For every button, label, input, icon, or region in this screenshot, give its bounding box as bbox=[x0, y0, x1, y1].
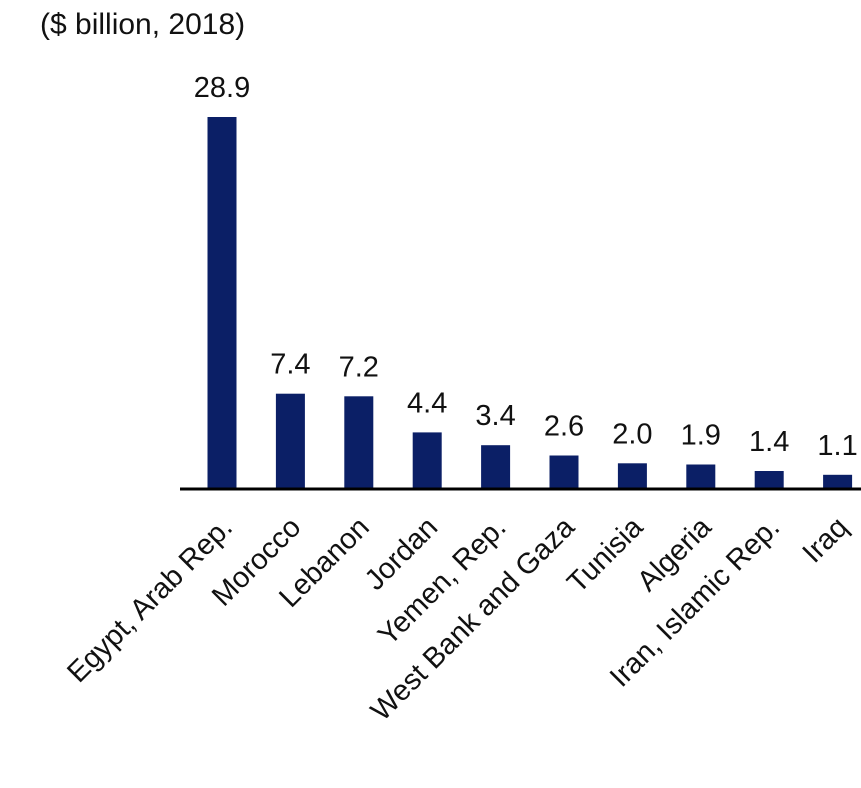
bar bbox=[823, 474, 853, 489]
value-label: 1.4 bbox=[749, 426, 789, 458]
bar bbox=[412, 432, 442, 489]
bar bbox=[207, 117, 237, 489]
value-label: 2.0 bbox=[612, 418, 652, 450]
bar bbox=[481, 445, 511, 489]
category-label: Iraq bbox=[797, 511, 855, 569]
value-label: 1.1 bbox=[817, 430, 857, 462]
bar bbox=[344, 396, 374, 489]
category-label: Egypt, Arab Rep. bbox=[61, 511, 239, 689]
value-label: 2.6 bbox=[544, 411, 584, 443]
value-label: 1.9 bbox=[681, 420, 721, 452]
bar bbox=[686, 464, 716, 489]
bar bbox=[549, 455, 579, 489]
category-labels-group: Egypt, Arab Rep.MoroccoLebanonJordanYeme… bbox=[61, 511, 854, 728]
value-label: 28.9 bbox=[194, 72, 250, 104]
bar bbox=[617, 463, 647, 489]
category-label: Tunisia bbox=[561, 511, 650, 600]
bar bbox=[754, 471, 784, 489]
value-label: 7.2 bbox=[339, 351, 379, 383]
bars-group bbox=[207, 117, 853, 489]
unit-label: ($ billion, 2018) bbox=[40, 8, 245, 41]
value-labels-group: 28.9 7.4 7.2 4.4 3.4 2.6 2.0 1.9 1.4 1.1 bbox=[194, 72, 858, 462]
value-label: 7.4 bbox=[270, 349, 310, 381]
bar bbox=[275, 393, 305, 489]
value-label: 4.4 bbox=[407, 387, 447, 419]
value-label: 3.4 bbox=[475, 400, 515, 432]
